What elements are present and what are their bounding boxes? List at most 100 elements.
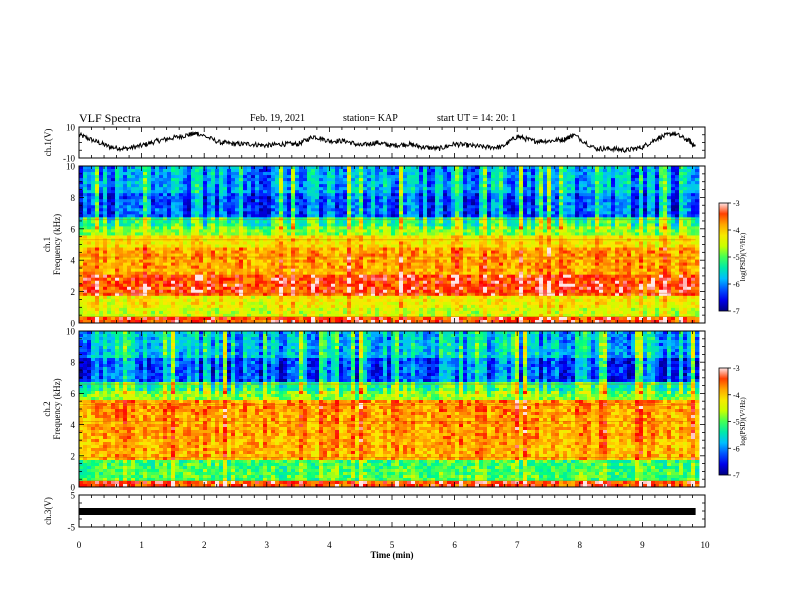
spectrogram-cell — [235, 214, 240, 218]
spectrogram-cell — [411, 256, 416, 260]
spectrogram-cell — [579, 199, 584, 203]
spectrogram-cell — [411, 211, 416, 215]
spectrogram-cell — [567, 229, 572, 233]
spectrogram-cell — [319, 244, 324, 248]
spectrogram-cell — [431, 205, 436, 209]
spectrogram-cell — [147, 223, 152, 227]
spectrogram-cell — [111, 238, 116, 242]
spectrogram-cell — [335, 226, 340, 230]
spectrogram-cell — [227, 232, 232, 236]
spectrogram-cell — [379, 223, 384, 227]
spectrogram-cell — [135, 253, 140, 257]
spectrogram-cell — [359, 181, 364, 185]
spectrogram-cell — [295, 178, 300, 182]
spectrogram-cell — [663, 247, 668, 251]
spectrogram-cell — [195, 220, 200, 224]
spectrogram-cell — [591, 187, 596, 191]
spectrogram-cell — [83, 244, 88, 248]
spectrogram-cell — [599, 211, 604, 215]
spectrogram-cell — [207, 256, 212, 260]
spectrogram-cell — [91, 178, 96, 182]
spectrogram-cell — [127, 259, 132, 264]
spectrogram-cell — [279, 205, 284, 209]
spectrogram-cell — [419, 256, 424, 260]
spectrogram-cell — [303, 250, 308, 254]
spectrogram-cell — [287, 193, 292, 197]
spectrogram-cell — [655, 226, 660, 230]
spectrogram-cell — [575, 196, 580, 200]
spectrogram-cell — [383, 238, 388, 242]
spectrogram-cell — [263, 208, 268, 212]
spectrogram-cell — [591, 190, 596, 194]
spectrogram-cell — [167, 247, 172, 251]
spectrogram-cell — [223, 241, 228, 245]
spectrogram-cell — [119, 211, 124, 215]
spectrogram-cell — [195, 253, 200, 257]
spectrogram-cell — [639, 214, 644, 218]
spectrogram-cell — [315, 214, 320, 218]
spectrogram-cell — [315, 259, 320, 264]
spectrogram-cell — [651, 205, 656, 209]
spectrogram-cell — [155, 214, 160, 218]
spectrogram-cell — [407, 229, 412, 233]
spectrogram-cell — [263, 241, 268, 245]
spectrogram-cell — [123, 211, 128, 215]
spectrogram-cell — [227, 199, 232, 203]
spectrogram-cell — [347, 211, 352, 215]
spectrogram-cell — [143, 232, 148, 236]
spectrogram-cell — [475, 196, 480, 200]
spectrogram-cell — [355, 196, 360, 200]
spectrogram-cell — [683, 199, 688, 203]
spectrogram-cell — [331, 172, 336, 176]
spectrogram-cell — [259, 229, 264, 233]
spectrogram-cell — [487, 235, 492, 239]
spectrogram-cell — [95, 190, 100, 194]
spectrogram-cell — [511, 214, 516, 218]
spectrogram-cell — [475, 175, 480, 179]
spectrogram-cell — [267, 199, 272, 203]
spectrogram-cell — [263, 178, 268, 182]
spectrogram-cell — [379, 241, 384, 245]
spectrogram-cell — [199, 199, 204, 203]
spectrogram-cell — [231, 259, 236, 264]
spectrogram-cell — [295, 202, 300, 206]
spectrogram-cell — [455, 250, 460, 254]
spectrogram-cell — [459, 196, 464, 200]
spectrogram-cell — [251, 169, 256, 173]
spectrogram-cell — [223, 208, 228, 212]
spectrogram-cell — [239, 202, 244, 206]
spectrogram-cell — [231, 238, 236, 242]
spectrogram-cell — [607, 184, 612, 188]
spectrogram-cell — [675, 190, 680, 194]
spectrogram-cell — [287, 175, 292, 179]
spectrogram-cell — [383, 226, 388, 230]
spectrogram-cell — [179, 175, 184, 179]
spectrogram-cell — [567, 169, 572, 173]
spectrogram-cell — [527, 217, 532, 221]
spectrogram-cell — [83, 241, 88, 245]
spectrogram-cell — [95, 181, 100, 185]
spectrogram-cell — [207, 259, 212, 264]
spectrogram-cell — [471, 211, 476, 215]
spectrogram-cell — [615, 205, 620, 209]
spectrogram-cell — [531, 235, 536, 239]
spectrogram-cell — [607, 223, 612, 227]
spectrogram-cell — [403, 187, 408, 191]
spectrogram-cell — [335, 244, 340, 248]
spectrogram-cell — [275, 253, 280, 257]
spectrogram-cell — [579, 235, 584, 239]
spectrogram-cell — [659, 238, 664, 242]
spectrogram-cell — [515, 253, 520, 257]
spectrogram-cell — [527, 235, 532, 239]
spectrogram-cell — [123, 199, 128, 203]
spectrogram-cell — [255, 169, 260, 173]
spectrogram-cell — [503, 208, 508, 212]
spectrogram-cell — [103, 175, 108, 179]
spectrogram-cell — [431, 172, 436, 176]
spectrogram-cell — [603, 244, 608, 248]
spectrogram-cell — [179, 253, 184, 257]
spectrogram-cell — [483, 223, 488, 227]
spectrogram-cell — [623, 181, 628, 185]
spectrogram-cell — [611, 235, 616, 239]
spectrogram-cell — [367, 172, 372, 176]
